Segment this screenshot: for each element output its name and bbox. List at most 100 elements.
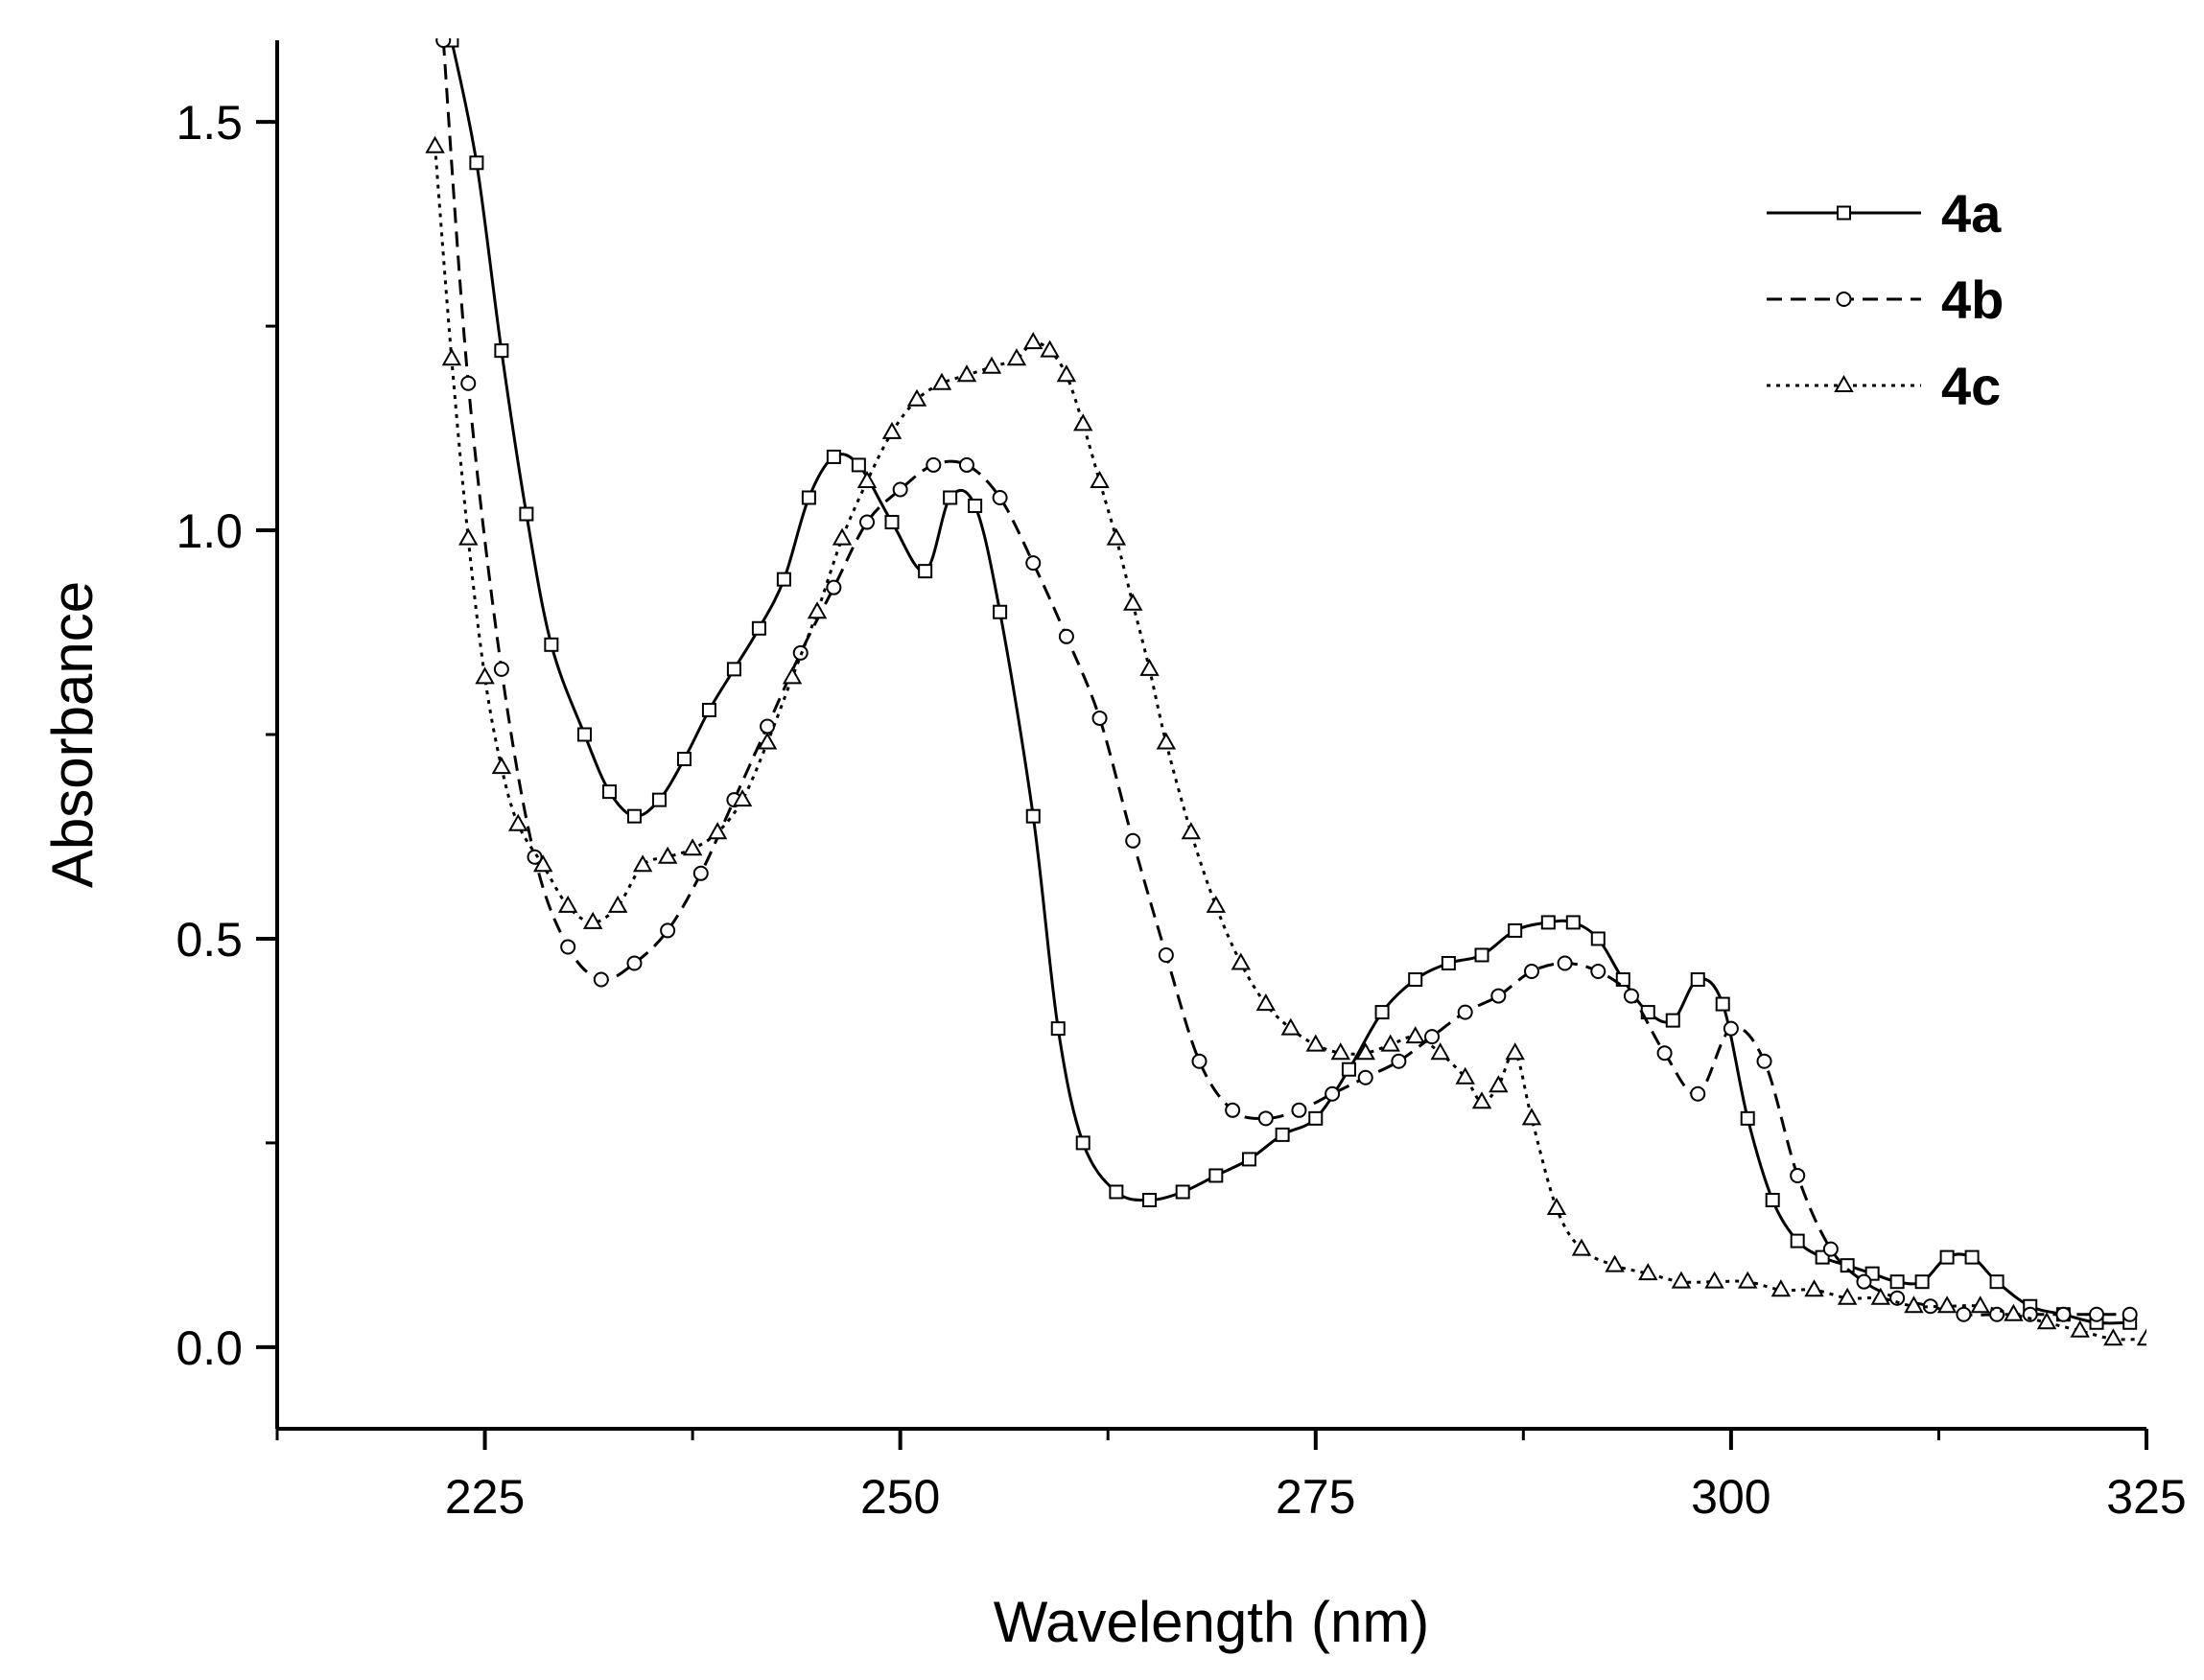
- data-point-4b: [1956, 1306, 1972, 1322]
- data-point-4c: [1430, 1042, 1450, 1061]
- y-tick-label: 0.5: [176, 913, 243, 967]
- data-point-4c: [956, 364, 977, 383]
- data-point-4c: [707, 822, 728, 840]
- data-point-4c: [1231, 952, 1252, 970]
- data-point-4c: [1521, 1108, 1542, 1126]
- x-tick-label: 225: [445, 1470, 525, 1524]
- data-point-4c: [782, 666, 803, 685]
- data-point-4c: [856, 470, 878, 488]
- data-point-4b: [1989, 1306, 2005, 1322]
- data-point-4b: [1457, 1004, 1473, 1020]
- legend-marker: [1837, 205, 1851, 221]
- data-point-4a: [1765, 1193, 1780, 1208]
- data-point-4b: [1225, 1102, 1241, 1118]
- data-point-4c: [1405, 1026, 1425, 1044]
- data-point-4c: [1804, 1279, 1824, 1297]
- data-point-4c: [1090, 470, 1110, 488]
- data-point-4c: [582, 911, 603, 929]
- data-point-4c: [1546, 1197, 1567, 1216]
- legend-label: 4a: [1941, 183, 2002, 244]
- data-point-4a: [519, 506, 534, 522]
- data-point-4b: [1756, 1053, 1772, 1069]
- data-point-4b: [1158, 946, 1174, 963]
- data-point-4b: [760, 718, 776, 735]
- data-point-4b: [593, 971, 609, 988]
- data-point-4a: [1142, 1193, 1158, 1208]
- legend-label: 4c: [1941, 356, 2001, 416]
- data-point-4a: [1840, 1258, 1855, 1273]
- data-point-4c: [1904, 1295, 1924, 1314]
- data-point-4c: [1505, 1042, 1525, 1061]
- data-point-4c: [475, 666, 495, 685]
- data-point-4c: [1023, 332, 1043, 350]
- data-point-4a: [544, 637, 559, 652]
- legend-marker: [1836, 292, 1852, 307]
- data-point-4c: [425, 135, 445, 153]
- data-point-4b: [1391, 1053, 1407, 1069]
- data-point-4b: [1357, 1069, 1373, 1085]
- data-point-4c: [632, 854, 653, 873]
- data-point-4a: [1540, 915, 1556, 930]
- data-point-4a: [851, 457, 866, 473]
- data-point-4b: [826, 579, 842, 595]
- series-line-4a: [450, 39, 2130, 1325]
- data-point-4a: [1050, 1021, 1066, 1037]
- data-point-4c: [1006, 348, 1027, 366]
- data-point-4c: [1305, 1034, 1325, 1052]
- x-tick-label: 325: [2106, 1470, 2186, 1524]
- y-ticks: 0.0 0.5 1.0 1.5: [176, 96, 277, 1375]
- data-point-4c: [1489, 1075, 1509, 1093]
- data-point-4c: [1330, 1042, 1350, 1061]
- data-point-4b: [1690, 1085, 1706, 1102]
- data-point-4b: [1822, 1241, 1839, 1257]
- data-point-4a: [494, 343, 509, 359]
- data-point-4a: [1690, 972, 1705, 988]
- data-point-4c: [807, 601, 828, 619]
- data-point-4a: [1025, 808, 1041, 824]
- data-point-4a: [1889, 1274, 1905, 1290]
- data-point-4b: [1257, 1110, 1274, 1127]
- series-4b: [435, 38, 2138, 1322]
- data-point-4b: [626, 955, 643, 971]
- data-point-4c: [657, 846, 678, 864]
- data-point-4a: [1275, 1127, 1290, 1142]
- x-tick-label: 275: [1276, 1470, 1355, 1524]
- legend-item-4a: 4a: [1767, 183, 2002, 244]
- data-point-4a: [826, 449, 841, 464]
- data-point-4b: [692, 865, 709, 881]
- data-point-4c: [1122, 593, 1143, 611]
- x-tick-label: 300: [1691, 1470, 1770, 1524]
- data-point-4a: [968, 499, 983, 514]
- data-point-4c: [832, 527, 853, 546]
- data-point-4c: [507, 813, 528, 831]
- data-point-4a: [884, 515, 900, 530]
- data-point-4b: [1490, 988, 1507, 1004]
- data-point-4a: [701, 702, 716, 717]
- data-point-4b: [859, 514, 876, 530]
- data-point-4b: [992, 489, 1008, 505]
- data-point-4a: [577, 727, 593, 742]
- legend: 4a 4b 4c: [1767, 183, 2004, 416]
- data-point-4b: [1125, 832, 1141, 849]
- data-point-4a: [1964, 1249, 1980, 1265]
- data-point-4c: [1455, 1066, 1475, 1085]
- data-point-4a: [751, 620, 766, 636]
- data-point-4b: [1889, 1290, 1906, 1306]
- axes: 0.0 0.5 1.0 1.5 225 250 275 300 325: [176, 40, 2187, 1524]
- data-point-4c: [532, 854, 553, 873]
- y-tick-label: 0.0: [176, 1321, 243, 1375]
- data-point-4a: [918, 564, 933, 579]
- data-point-4c: [1181, 822, 1202, 840]
- data-point-4a: [1715, 996, 1730, 1012]
- data-point-4a: [1590, 931, 1606, 946]
- data-point-4c: [981, 356, 1002, 374]
- data-point-4a: [1474, 947, 1489, 963]
- data-point-4c: [1605, 1254, 1625, 1272]
- data-point-4b: [1058, 628, 1074, 644]
- x-axis-title: Wavelength (nm): [994, 1590, 1430, 1654]
- data-point-4b: [560, 939, 576, 955]
- data-point-4c: [682, 838, 703, 856]
- data-point-4b: [460, 375, 477, 391]
- data-point-4c: [1255, 993, 1277, 1012]
- data-point-4a: [1740, 1110, 1755, 1126]
